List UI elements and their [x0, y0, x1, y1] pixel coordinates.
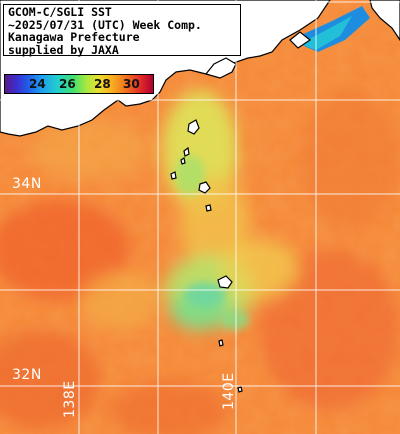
latitude-label-34n: 34N — [12, 176, 42, 192]
longitude-label-138e: 138E — [62, 380, 78, 418]
scale-tick-24: 24 — [29, 77, 46, 91]
longitude-label-140e: 140E — [221, 372, 237, 410]
scale-tick-26: 26 — [59, 77, 76, 91]
latitude-label-32n: 32N — [12, 367, 42, 383]
scale-tick-28: 28 — [94, 77, 111, 91]
title-line-4: supplied by JAXA — [8, 44, 240, 57]
scale-tick-30: 30 — [123, 77, 140, 91]
color-scale-bar: 24 26 28 30 — [4, 74, 154, 94]
title-line-1: GCOM-C/SGLI SST — [8, 6, 240, 19]
title-panel: GCOM-C/SGLI SST ~2025/07/31 (UTC) Week Co… — [3, 4, 241, 56]
title-line-3: Kanagawa Prefecture — [8, 31, 240, 44]
